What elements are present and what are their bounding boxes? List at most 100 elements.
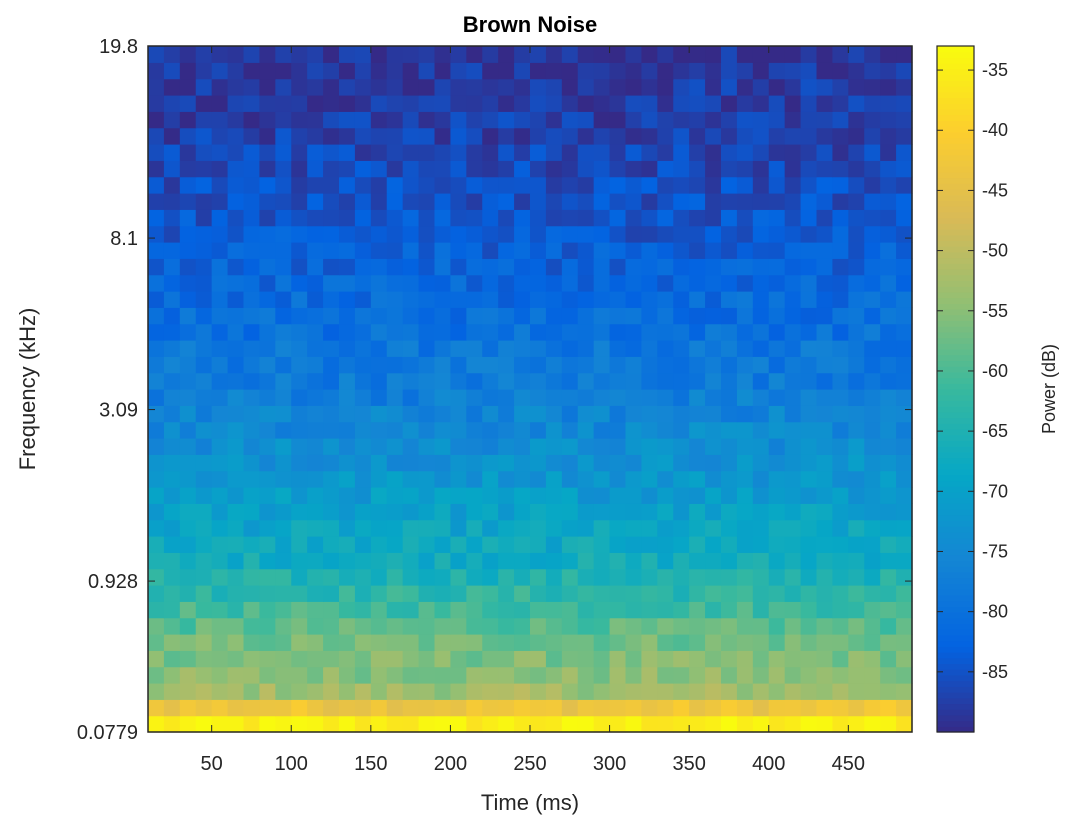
heatmap-cell: [196, 177, 213, 194]
heatmap-cell: [498, 95, 515, 112]
heatmap-cell: [450, 422, 467, 439]
colorbar-step: [937, 183, 974, 189]
heatmap-cell: [212, 585, 229, 602]
heatmap-cell: [801, 405, 818, 422]
heatmap-cell: [387, 62, 404, 79]
heatmap-cell: [578, 307, 595, 324]
heatmap-cell: [737, 716, 754, 733]
heatmap-cell: [817, 258, 834, 275]
heatmap-cell: [578, 454, 595, 471]
heatmap-cell: [323, 552, 340, 569]
heatmap-cell: [832, 46, 849, 63]
heatmap-cell: [817, 128, 834, 145]
heatmap-cell: [339, 422, 356, 439]
heatmap-cell: [291, 536, 308, 553]
heatmap-cell: [562, 226, 579, 243]
heatmap-cell: [291, 324, 308, 341]
heatmap-cell: [562, 569, 579, 586]
heatmap-cell: [769, 683, 786, 700]
heatmap-cell: [578, 585, 595, 602]
heatmap-cell: [546, 242, 563, 259]
heatmap-cell: [626, 307, 643, 324]
heatmap-cell: [435, 422, 452, 439]
heatmap-cell: [450, 242, 467, 259]
heatmap-cell: [705, 226, 722, 243]
heatmap-cells: [148, 46, 913, 733]
heatmap-cell: [610, 634, 627, 651]
heatmap-cell: [355, 111, 372, 128]
heatmap-cell: [419, 307, 436, 324]
colorbar-tick-label: -60: [982, 361, 1008, 381]
heatmap-cell: [403, 62, 420, 79]
heatmap-cell: [339, 177, 356, 194]
heatmap-cell: [355, 340, 372, 357]
heatmap-cell: [896, 144, 913, 161]
heatmap-cell: [196, 46, 213, 63]
heatmap-cell: [180, 62, 197, 79]
heatmap-cell: [721, 356, 738, 373]
heatmap-cell: [355, 307, 372, 324]
heatmap-cell: [753, 324, 770, 341]
heatmap-cell: [737, 46, 754, 63]
heatmap-cell: [578, 242, 595, 259]
heatmap-cell: [594, 356, 611, 373]
heatmap-cell: [817, 422, 834, 439]
heatmap-cell: [466, 520, 483, 537]
heatmap-cell: [578, 144, 595, 161]
heatmap-cell: [196, 258, 213, 275]
heatmap-cell: [307, 340, 324, 357]
heatmap-cell: [164, 111, 181, 128]
heatmap-cell: [546, 111, 563, 128]
heatmap-cell: [594, 683, 611, 700]
heatmap-cell: [530, 405, 547, 422]
colorbar-step: [937, 63, 974, 69]
heatmap-cell: [530, 111, 547, 128]
heatmap-cell: [626, 111, 643, 128]
heatmap-cell: [212, 389, 229, 406]
heatmap-cell: [626, 95, 643, 112]
heatmap-cell: [498, 650, 515, 667]
heatmap-cell: [307, 536, 324, 553]
heatmap-cell: [848, 585, 865, 602]
heatmap-cell: [259, 487, 276, 504]
heatmap-cell: [355, 471, 372, 488]
heatmap-cell: [753, 291, 770, 308]
heatmap-cell: [244, 291, 261, 308]
heatmap-cell: [610, 601, 627, 618]
heatmap-cell: [610, 258, 627, 275]
heatmap-cell: [387, 667, 404, 684]
heatmap-cell: [435, 226, 452, 243]
heatmap-cell: [291, 340, 308, 357]
heatmap-cell: [148, 699, 165, 716]
heatmap-cell: [562, 373, 579, 390]
heatmap-cell: [594, 324, 611, 341]
heatmap-cell: [148, 389, 165, 406]
heatmap-cell: [403, 258, 420, 275]
heatmap-cell: [323, 209, 340, 226]
heatmap-cell: [419, 275, 436, 292]
heatmap-cell: [371, 62, 388, 79]
heatmap-cell: [339, 95, 356, 112]
heatmap-cell: [817, 79, 834, 96]
heatmap-cell: [737, 552, 754, 569]
heatmap-cell: [180, 356, 197, 373]
heatmap-cell: [562, 46, 579, 63]
heatmap-cell: [148, 193, 165, 210]
heatmap-cell: [212, 128, 229, 145]
heatmap-cell: [275, 79, 292, 96]
heatmap-cell: [817, 601, 834, 618]
heatmap-cell: [148, 160, 165, 177]
heatmap-cell: [610, 422, 627, 439]
heatmap-cell: [403, 667, 420, 684]
heatmap-cell: [610, 128, 627, 145]
heatmap-cell: [594, 242, 611, 259]
heatmap-cell: [673, 340, 690, 357]
heatmap-cell: [164, 667, 181, 684]
heatmap-cell: [832, 242, 849, 259]
heatmap-cell: [626, 405, 643, 422]
heatmap-cell: [769, 405, 786, 422]
heatmap-cell: [689, 258, 706, 275]
heatmap-cell: [323, 569, 340, 586]
heatmap-cell: [355, 650, 372, 667]
heatmap-cell: [626, 128, 643, 145]
